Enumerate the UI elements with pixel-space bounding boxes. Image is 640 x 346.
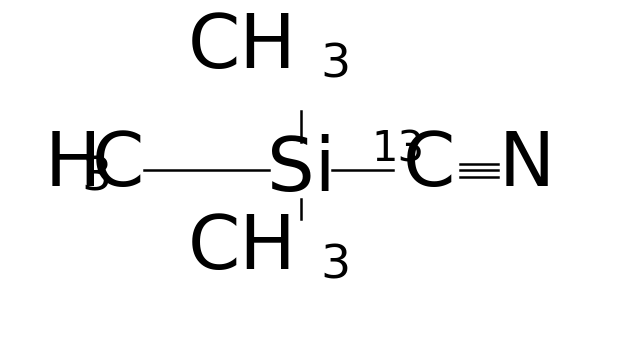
Text: Si: Si	[266, 134, 335, 207]
Text: H: H	[44, 129, 100, 202]
Text: 13: 13	[371, 128, 424, 170]
Text: C: C	[403, 129, 454, 202]
Text: 3: 3	[320, 42, 350, 87]
Text: CH: CH	[188, 11, 296, 84]
Text: N: N	[499, 129, 554, 202]
Text: 3: 3	[320, 244, 350, 289]
Text: 3: 3	[81, 155, 111, 201]
Text: CH: CH	[188, 212, 296, 285]
Text: C: C	[92, 129, 145, 202]
